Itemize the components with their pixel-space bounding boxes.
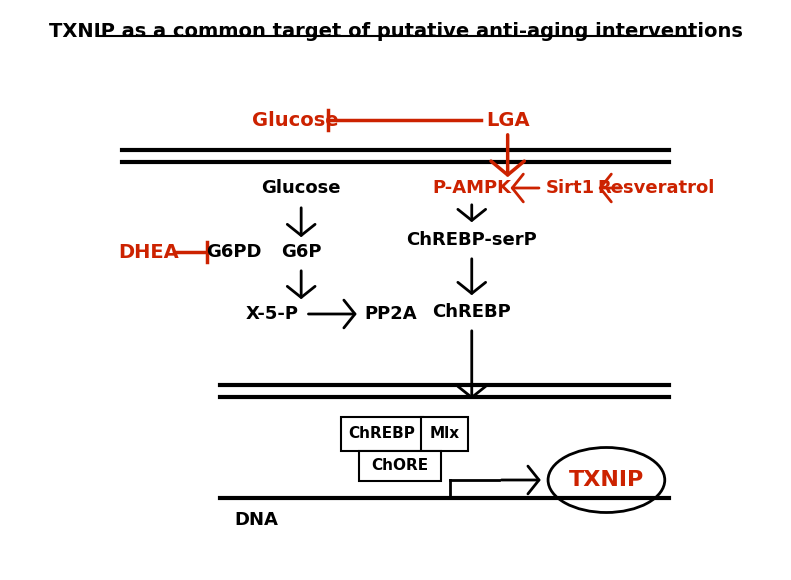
Text: Sirt1: Sirt1: [546, 179, 595, 197]
FancyBboxPatch shape: [341, 417, 423, 451]
Text: Mlx: Mlx: [430, 426, 460, 441]
Text: Glucose: Glucose: [261, 179, 341, 197]
Text: ChREBP: ChREBP: [349, 426, 415, 441]
Text: LGA: LGA: [486, 111, 529, 129]
Text: ChREBP-serP: ChREBP-serP: [407, 231, 537, 249]
Text: TXNIP as a common target of putative anti-aging interventions: TXNIP as a common target of putative ant…: [48, 22, 743, 41]
Text: DHEA: DHEA: [118, 242, 179, 262]
Text: ChREBP: ChREBP: [433, 303, 511, 321]
Text: TXNIP: TXNIP: [569, 470, 644, 490]
FancyBboxPatch shape: [358, 451, 441, 481]
Text: X-5-P: X-5-P: [246, 305, 299, 323]
Text: PP2A: PP2A: [365, 305, 418, 323]
Text: DNA: DNA: [234, 511, 278, 529]
Text: Glucose: Glucose: [252, 111, 339, 129]
Text: G6P: G6P: [281, 243, 321, 261]
Text: ChORE: ChORE: [371, 459, 429, 473]
Text: Resveratrol: Resveratrol: [597, 179, 714, 197]
Text: P-AMPK: P-AMPK: [432, 179, 511, 197]
Text: G6PD: G6PD: [206, 243, 262, 261]
FancyBboxPatch shape: [422, 417, 468, 451]
